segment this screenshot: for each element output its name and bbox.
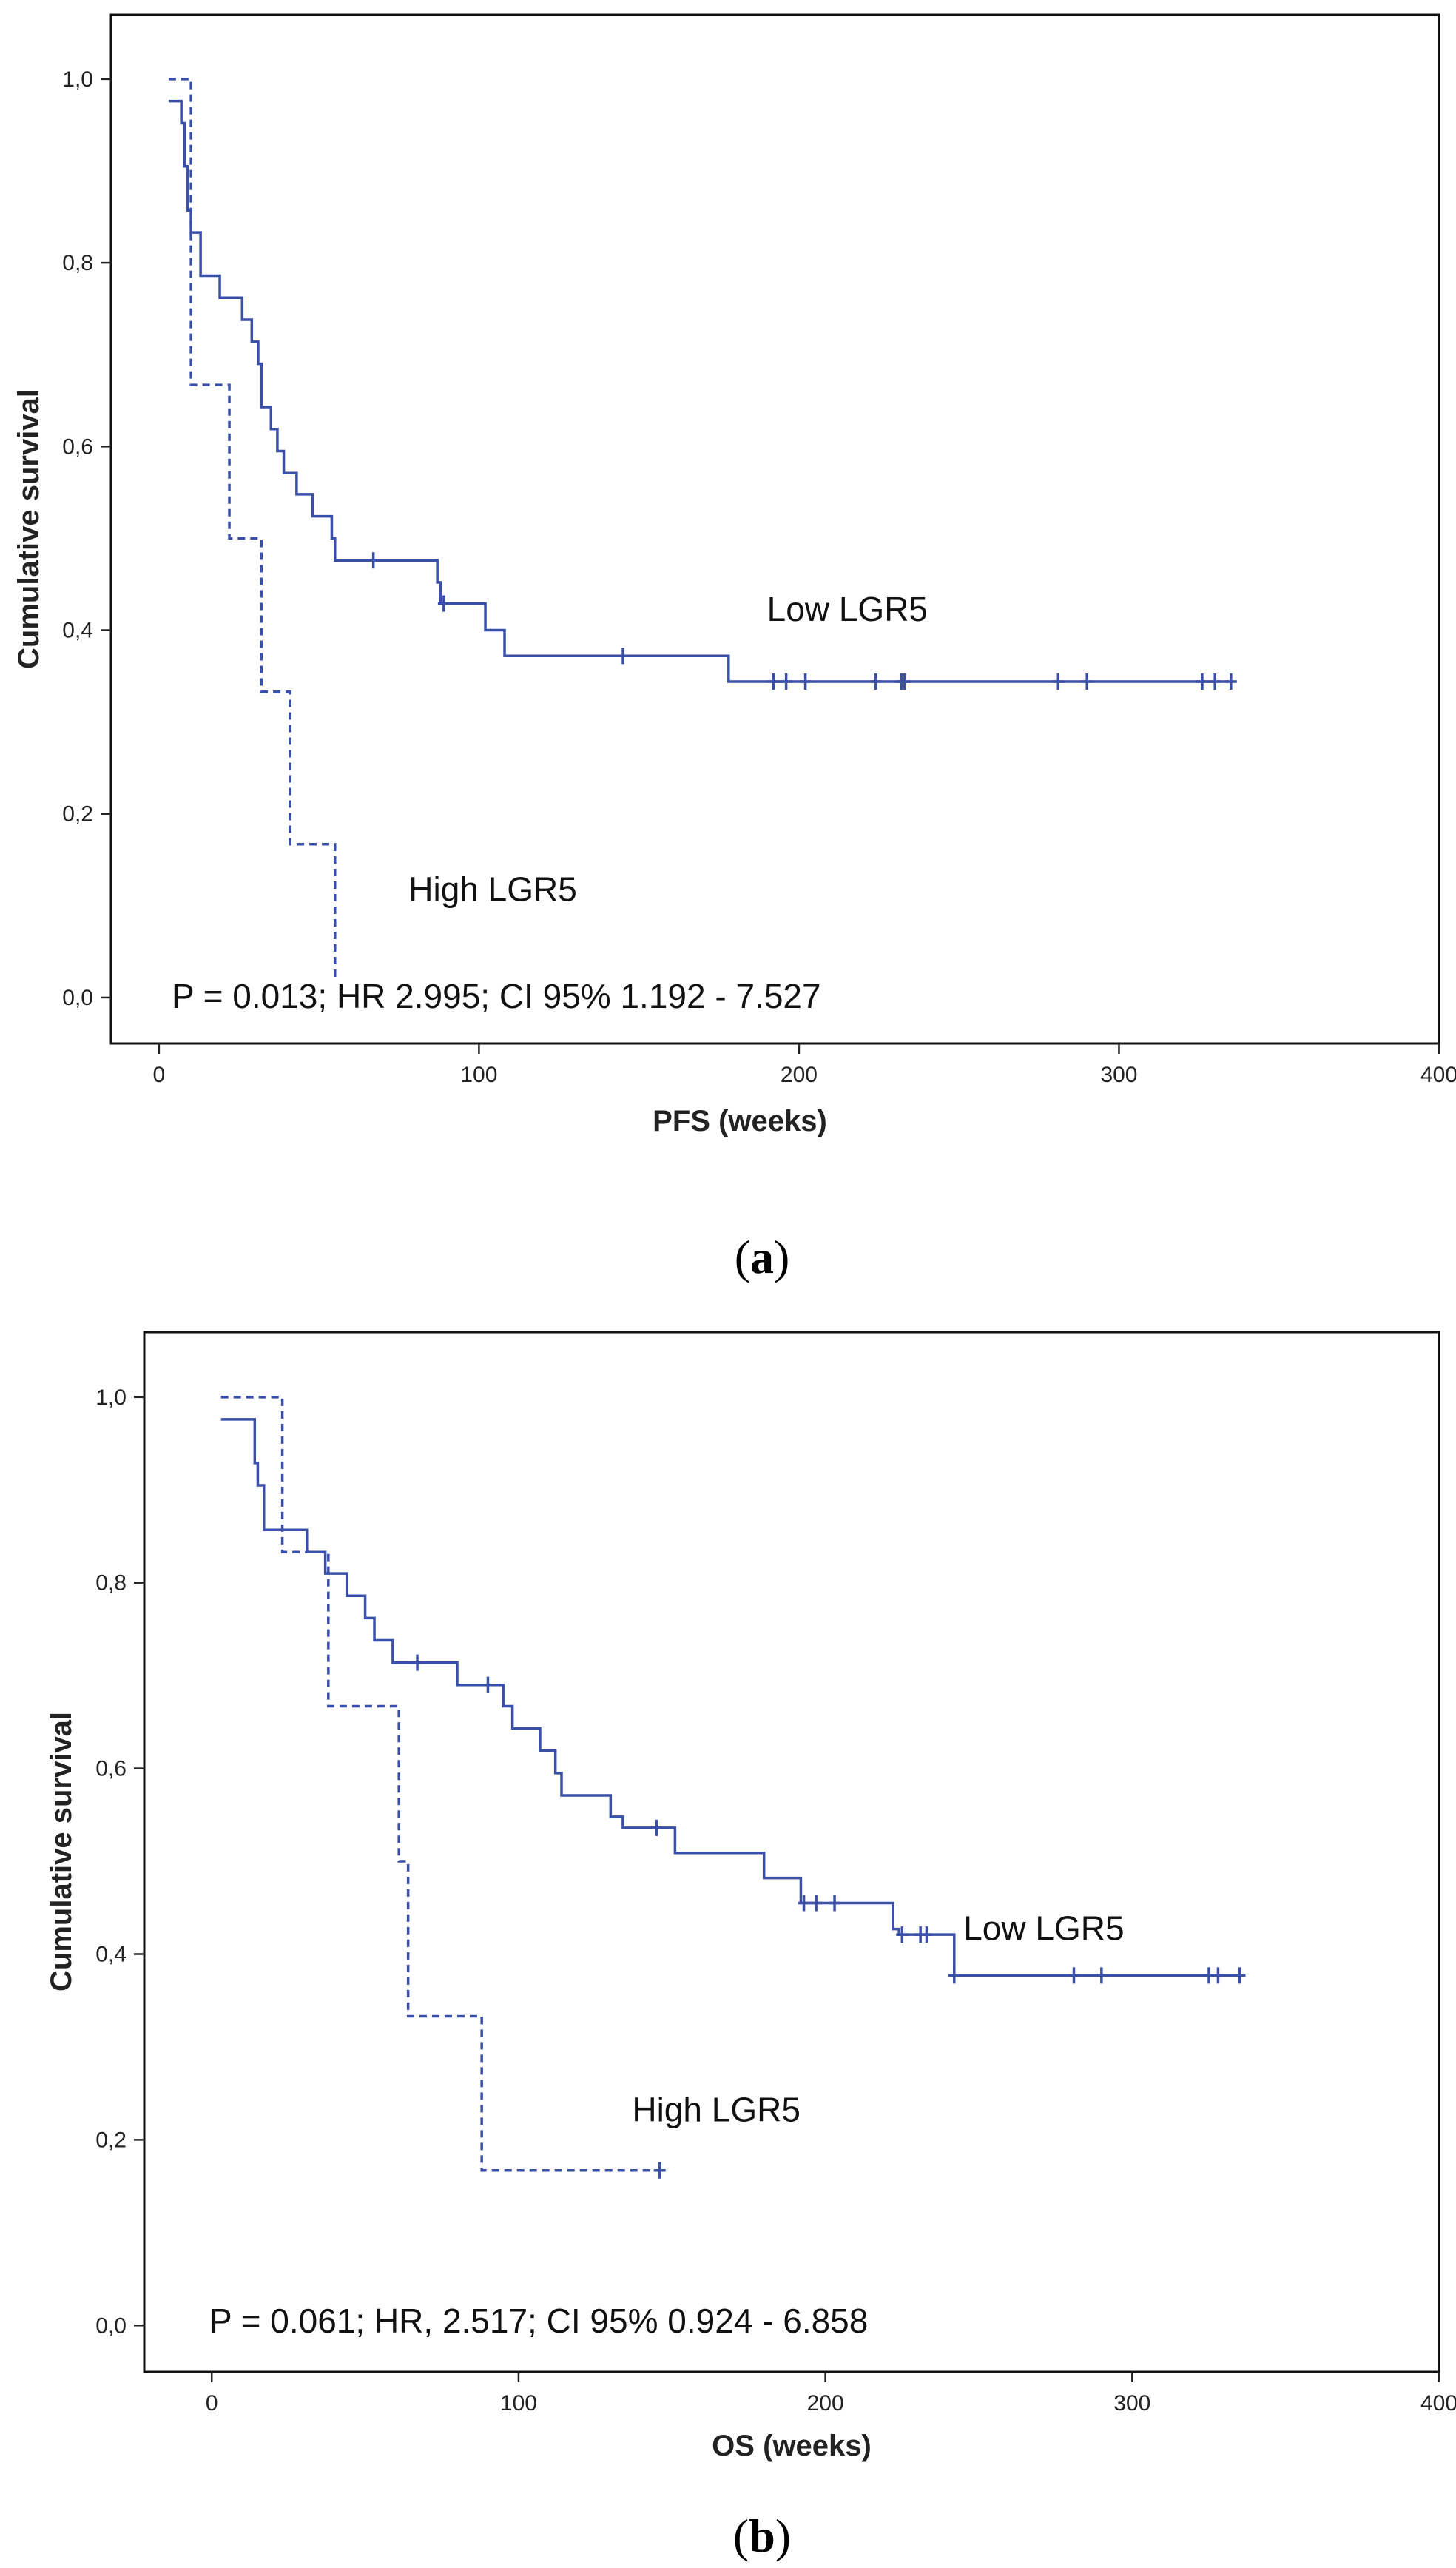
censor-mark: [810, 1895, 823, 1912]
x-tick-label: 300: [1100, 1063, 1137, 1087]
censor-mark: [869, 673, 882, 690]
censor-mark: [898, 673, 911, 690]
y-tick-label: 0,0: [62, 986, 93, 1010]
plot-frame: [143, 1331, 1440, 2373]
panel-caption-tag: b: [749, 2510, 775, 2562]
panel-b-chart: 0 100 200 300 400 0,0 0,2 0,4 0,6 0,8 1,0 Low LGR5…: [45, 1331, 1456, 2562]
svg-text:(b): (b): [733, 2510, 791, 2562]
y-tick-label: 0,4: [95, 1942, 127, 1966]
y-tick-label: 0,8: [62, 251, 93, 275]
curves-group: [168, 78, 1237, 980]
censor-mark: [650, 1819, 663, 1836]
series-label: Low LGR5: [767, 590, 928, 628]
censor-mark: [896, 1926, 909, 1943]
curves-group: [220, 1396, 1246, 2179]
censor-mark: [1233, 1967, 1246, 1984]
x-tick-label: 400: [1420, 1063, 1456, 1087]
series-label: Low LGR5: [963, 1909, 1124, 1948]
censor-mark: [411, 1654, 424, 1671]
censor-mark: [1212, 1967, 1224, 1984]
low-lgr5-curve: [168, 99, 1231, 683]
censor-mark: [367, 552, 380, 569]
y-tick-label: 0,4: [62, 619, 93, 643]
panel-caption: (a): [735, 1231, 790, 1283]
censor-mark: [1081, 673, 1093, 690]
censor-mark: [798, 1895, 810, 1912]
svg-text:(a): (a): [735, 1231, 790, 1283]
high-lgr5-curve: [220, 1396, 660, 2172]
y-tick-label: 0,6: [95, 1757, 127, 1781]
stats-annotation: P = 0.013; HR 2.995; CI 95% 1.192 - 7.52…: [172, 977, 821, 1015]
censor-mark: [767, 673, 780, 690]
panel-caption: (b): [733, 2510, 791, 2562]
x-axis-title: OS (weeks): [712, 2430, 872, 2462]
y-tick-label: 1,0: [62, 67, 93, 92]
censor-mark: [437, 595, 450, 612]
labels-group: Low LGR5 High LGR5: [632, 1909, 1124, 2129]
low-lgr5-curve: [220, 1418, 1240, 1977]
censor-mark: [1068, 1967, 1080, 1984]
x-tick-label: 400: [1420, 2391, 1456, 2416]
censor-mark: [1224, 673, 1237, 690]
censor-mark: [799, 673, 812, 690]
panel-a-chart: 0 100 200 300 400 0,0 0,2 0,4 0,6 0,8 1,0 Low LGR5…: [13, 13, 1456, 1283]
plot-frame: [109, 13, 1440, 1045]
censor-mark: [1052, 673, 1065, 690]
series-label: High LGR5: [408, 870, 577, 909]
series-label: High LGR5: [632, 2090, 801, 2128]
x-tick-label: 100: [500, 2391, 537, 2416]
x-tick-label: 200: [781, 1063, 818, 1087]
censor-mark: [1196, 673, 1208, 690]
y-tick-label: 0,8: [95, 1571, 127, 1596]
x-tick-label: 300: [1113, 2391, 1150, 2416]
stats-annotation: P = 0.061; HR, 2.517; CI 95% 0.924 - 6.8…: [209, 2302, 868, 2340]
x-tick-label: 0: [153, 1063, 166, 1087]
censor-mark: [617, 648, 630, 665]
labels-group: Low LGR5 High LGR5: [408, 590, 928, 909]
censor-mark: [780, 673, 792, 690]
censor-mark: [829, 1895, 841, 1912]
censor-mark: [1209, 673, 1221, 690]
y-axis-title: Cumulative survival: [45, 1712, 78, 1991]
censor-mark: [920, 1926, 933, 1943]
y-tick-label: 0,2: [95, 2128, 127, 2152]
censor-mark: [948, 1967, 960, 1984]
high-lgr5-curve: [168, 78, 337, 980]
ticks-group: 0 100 200 300 400 0,0 0,2 0,4 0,6 0,8 1,0: [62, 67, 1456, 1087]
x-axis-title: PFS (weeks): [653, 1105, 827, 1137]
censor-mark: [653, 2162, 666, 2179]
y-tick-label: 1,0: [95, 1385, 127, 1410]
x-tick-label: 0: [206, 2391, 218, 2416]
y-tick-label: 0,6: [62, 434, 93, 459]
panel-caption-tag: a: [750, 1231, 774, 1283]
x-tick-label: 200: [807, 2391, 844, 2416]
y-tick-label: 0,2: [62, 802, 93, 827]
censor-mark: [1095, 1967, 1108, 1984]
ticks-group: 0 100 200 300 400 0,0 0,2 0,4 0,6 0,8 1,0: [95, 1385, 1456, 2416]
y-axis-title: Cumulative survival: [13, 389, 45, 669]
y-tick-label: 0,0: [95, 2313, 127, 2338]
censor-mark: [482, 1676, 494, 1693]
x-tick-label: 100: [460, 1063, 497, 1087]
